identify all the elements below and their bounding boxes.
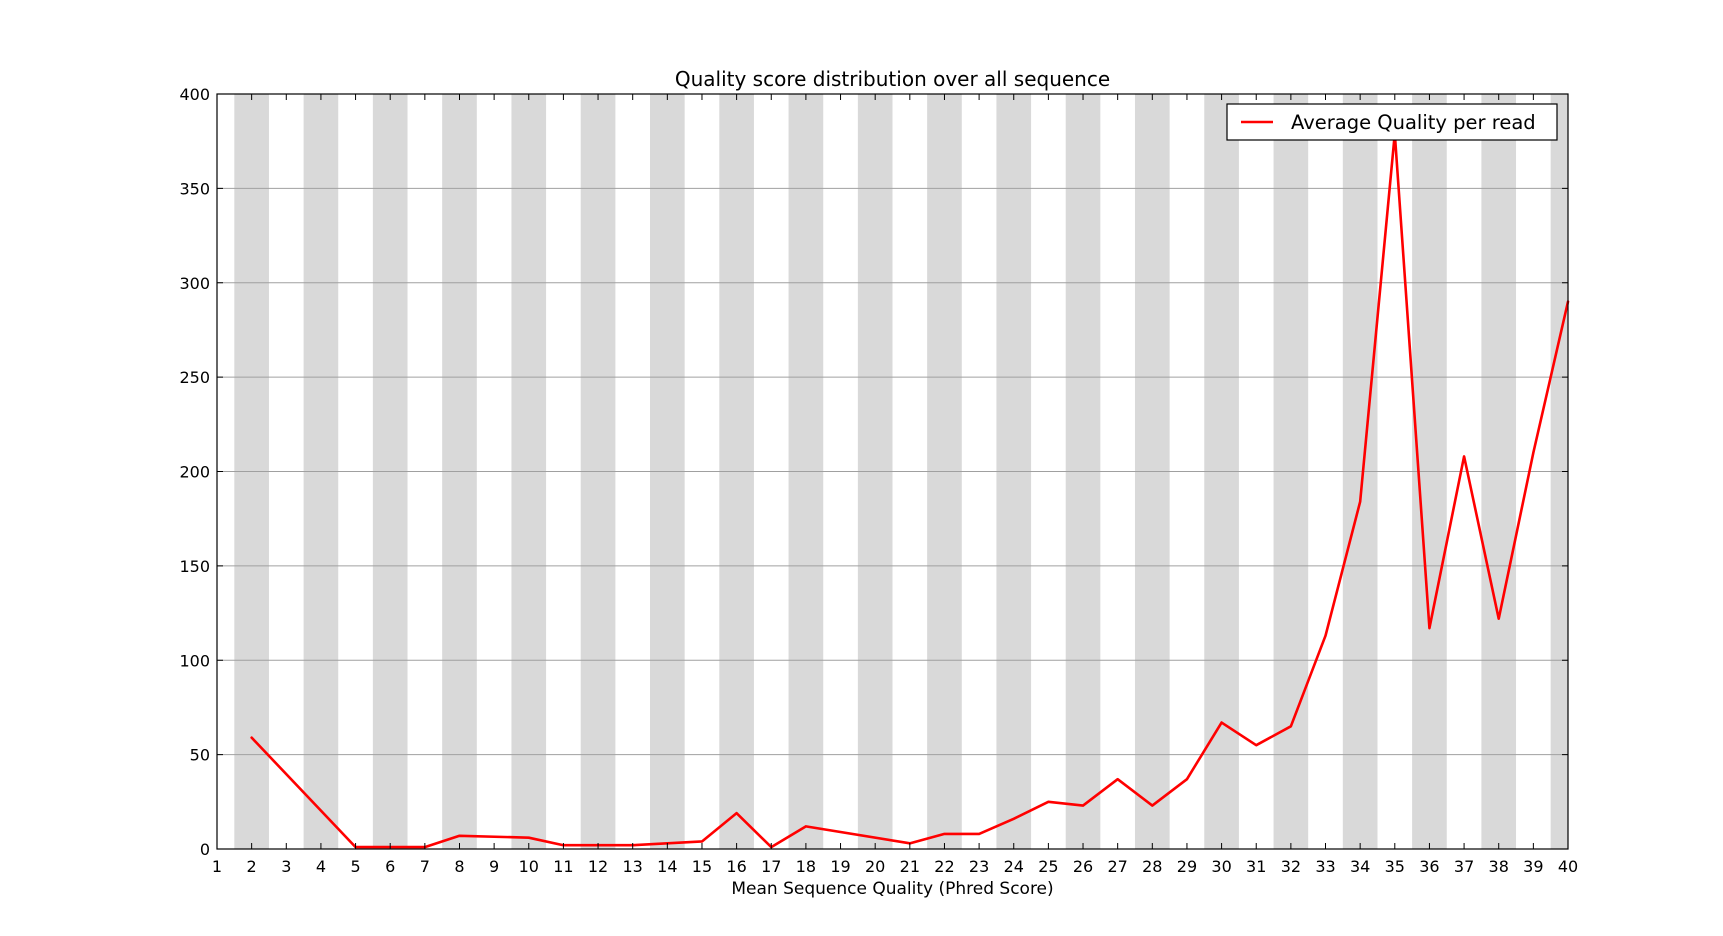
x-tick-label: 29 [1177,857,1197,876]
y-tick-label: 300 [179,274,210,293]
chart-title: Quality score distribution over all sequ… [675,67,1110,91]
x-tick-label: 35 [1385,857,1405,876]
x-tick-label: 19 [830,857,850,876]
x-tick-label: 30 [1211,857,1231,876]
x-tick-label: 7 [420,857,430,876]
x-tick-label: 26 [1073,857,1093,876]
x-tick-label: 21 [900,857,920,876]
x-tick-label: 15 [692,857,712,876]
x-tick-label: 11 [553,857,573,876]
x-tick-label: 16 [726,857,746,876]
x-tick-label: 9 [489,857,499,876]
y-tick-label: 200 [179,463,210,482]
legend: Average Quality per read [1227,104,1557,140]
x-tick-label: 36 [1419,857,1439,876]
x-tick-label: 32 [1281,857,1301,876]
legend-label: Average Quality per read [1291,111,1536,134]
x-tick-label: 34 [1350,857,1370,876]
x-tick-label: 40 [1558,857,1578,876]
x-tick-label: 28 [1142,857,1162,876]
x-tick-label: 4 [316,857,326,876]
x-tick-label: 22 [934,857,954,876]
y-tick-label: 50 [190,746,210,765]
x-tick-label: 27 [1107,857,1127,876]
x-tick-label: 14 [657,857,677,876]
y-tick-label: 150 [179,557,210,576]
x-tick-label: 1 [212,857,222,876]
x-tick-label: 24 [1004,857,1024,876]
x-tick-label: 37 [1454,857,1474,876]
y-tick-label: 0 [200,840,210,859]
x-axis-label: Mean Sequence Quality (Phred Score) [731,879,1053,899]
y-tick-label: 350 [179,179,210,198]
y-tick-label: 400 [179,85,210,104]
x-tick-label: 17 [761,857,781,876]
x-tick-label: 31 [1246,857,1266,876]
x-tick-label: 6 [385,857,395,876]
x-tick-label: 23 [969,857,989,876]
x-tick-label: 38 [1489,857,1509,876]
x-tick-label: 13 [623,857,643,876]
x-tick-label: 25 [1038,857,1058,876]
x-tick-label: 5 [350,857,360,876]
x-tick-label: 3 [281,857,291,876]
x-tick-label: 20 [865,857,885,876]
x-tick-label: 39 [1523,857,1543,876]
y-tick-label: 250 [179,368,210,387]
x-tick-label: 8 [454,857,464,876]
y-tick-label: 100 [179,651,210,670]
x-tick-label: 33 [1315,857,1335,876]
x-tick-label: 10 [519,857,539,876]
x-tick-label: 2 [247,857,257,876]
x-tick-label: 18 [796,857,816,876]
x-tick-label: 12 [588,857,608,876]
